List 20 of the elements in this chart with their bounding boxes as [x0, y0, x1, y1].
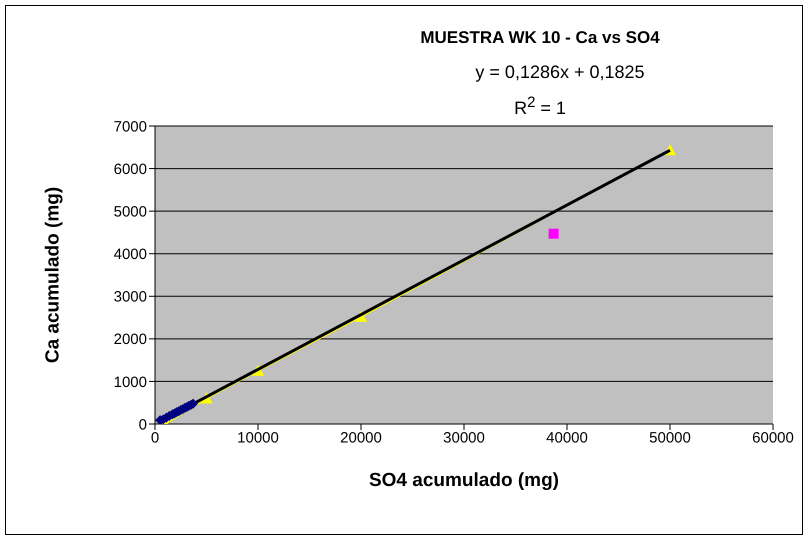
- y-tick-label: 1000: [114, 374, 147, 391]
- x-tick-label: 30000: [443, 430, 485, 447]
- y-tick-label: 5000: [114, 203, 147, 220]
- x-tick-label: 10000: [237, 430, 279, 447]
- x-tick-label: 60000: [752, 430, 794, 447]
- x-tick-label: 20000: [340, 430, 382, 447]
- y-tick-label: 0: [138, 416, 147, 434]
- y-tick-label: 4000: [114, 246, 147, 264]
- y-tick-label: 6000: [114, 160, 147, 178]
- x-tick-label: 40000: [546, 430, 588, 447]
- text: R$^{2}$ = 1: [513, 94, 567, 119]
- y-tick-label: 2000: [114, 331, 147, 348]
- y-tick-label: 3000: [114, 288, 147, 306]
- x-axis-title: SO4 acumulado (mg): [368, 470, 560, 491]
- chart-title: MUESTRA WK 10 - Ca vs SO4: [419, 28, 661, 48]
- y-axis-title: Ca acumulado (mg): [42, 186, 64, 364]
- x-tick-label: 50000: [649, 430, 691, 447]
- x-tick-label: 0: [150, 430, 160, 447]
- y-tick-label: 7000: [114, 118, 147, 136]
- text: y = 0,1286x + 0,1825: [474, 62, 646, 83]
